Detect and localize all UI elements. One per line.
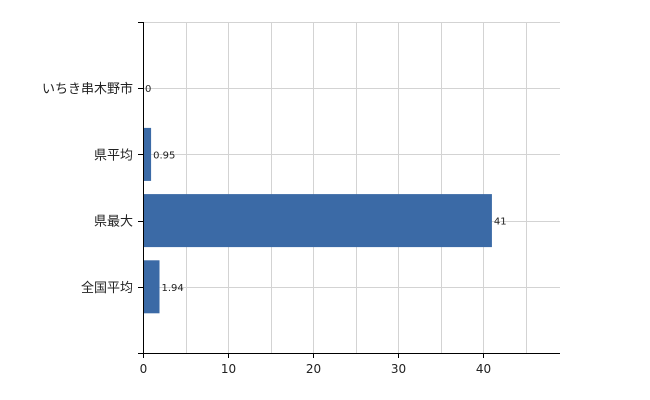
data-label: 0.95 [153, 150, 175, 161]
data-label: 1.94 [162, 283, 184, 294]
grid-lines [143, 22, 560, 353]
x-tick-label: 0 [140, 362, 148, 376]
bar [143, 194, 492, 248]
category-label: 全国平均 [81, 280, 133, 296]
x-tick-label: 20 [306, 362, 321, 376]
x-tick-label: 30 [391, 362, 406, 376]
data-label: 0 [145, 84, 151, 95]
bar [143, 127, 152, 181]
x-tick-label: 40 [476, 362, 491, 376]
bar [143, 260, 160, 314]
axes [138, 22, 560, 358]
x-tick-label: 10 [221, 362, 236, 376]
category-label: 県最大 [94, 215, 133, 230]
category-label: いちき串木野市 [42, 81, 133, 97]
labels: 0 いちき串木野市 0.95 県平均 41 県最大 1.94 全国平均 0 10 20 30 40 [42, 81, 507, 376]
bars [143, 127, 492, 314]
data-label: 41 [494, 217, 507, 228]
category-label: 県平均 [94, 148, 133, 163]
